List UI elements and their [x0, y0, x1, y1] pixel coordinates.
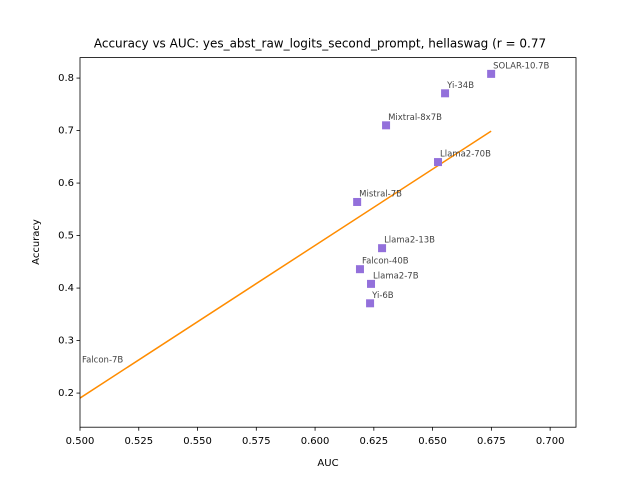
point-label: Yi-6B	[371, 291, 394, 301]
x-tick-label: 0.550	[183, 436, 212, 447]
x-tick-label: 0.700	[536, 436, 565, 447]
x-tick-label: 0.625	[360, 436, 389, 447]
point	[434, 158, 443, 167]
point	[487, 69, 496, 78]
point	[378, 244, 387, 253]
y-tick-label: 0.7	[58, 126, 74, 137]
y-tick-label: 0.2	[58, 388, 74, 399]
point-label: SOLAR-10.7B	[493, 61, 549, 71]
point	[353, 197, 362, 206]
chart-title: Accuracy vs AUC: yes_abst_raw_logits_sec…	[94, 37, 546, 51]
x-tick-label: 0.600	[301, 436, 330, 447]
point-label: Yi-34B	[446, 81, 474, 91]
point-label: Falcon-7B	[82, 355, 123, 365]
x-tick-label: 0.675	[477, 436, 506, 447]
point	[71, 364, 79, 372]
x-tick-label: 0.650	[418, 436, 447, 447]
x-tick-label: 0.500	[66, 436, 95, 447]
axes-frame	[79, 57, 577, 428]
point	[355, 265, 364, 274]
y-tick-label: 0.4	[58, 283, 74, 294]
point-label: Falcon-40B	[362, 257, 409, 267]
x-tick-label: 0.575	[242, 436, 271, 447]
point	[382, 121, 391, 130]
point-label: Llama2-13B	[384, 236, 435, 246]
y-axis-label: Accuracy	[31, 219, 42, 265]
y-tick-label: 0.8	[58, 73, 74, 84]
fit-line	[80, 130, 492, 399]
plot-area	[71, 69, 496, 399]
point	[367, 279, 376, 288]
y-tick-label: 0.6	[58, 178, 74, 189]
point-label: Mistral-7B	[359, 189, 402, 199]
point-label: Llama2-7B	[373, 271, 419, 281]
y-tick-label: 0.3	[58, 336, 74, 347]
x-axis-label: AUC	[317, 458, 338, 469]
y-tick-label: 0.5	[58, 231, 74, 242]
point-label: Mixtral-8x7B	[388, 113, 442, 123]
point	[441, 89, 450, 98]
x-tick-label: 0.525	[124, 436, 153, 447]
point-label: Llama2-70B	[440, 150, 491, 160]
point	[366, 299, 375, 308]
